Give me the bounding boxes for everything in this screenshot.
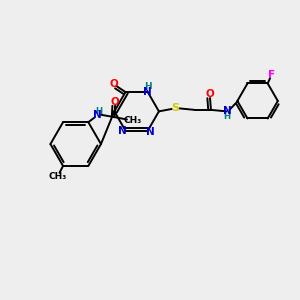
Text: O: O xyxy=(205,89,214,99)
Text: CH₃: CH₃ xyxy=(49,172,67,181)
Text: N: N xyxy=(118,126,126,136)
Text: N: N xyxy=(93,110,102,120)
Text: O: O xyxy=(109,79,118,89)
Text: O: O xyxy=(111,97,119,107)
Text: CH₃: CH₃ xyxy=(123,116,141,125)
Text: N: N xyxy=(146,127,155,137)
Text: H: H xyxy=(224,112,230,121)
Text: H: H xyxy=(95,107,102,116)
Text: S: S xyxy=(171,103,179,113)
Text: N: N xyxy=(223,106,231,116)
Text: H: H xyxy=(145,82,152,91)
Text: N: N xyxy=(143,87,152,97)
Text: F: F xyxy=(268,70,275,80)
